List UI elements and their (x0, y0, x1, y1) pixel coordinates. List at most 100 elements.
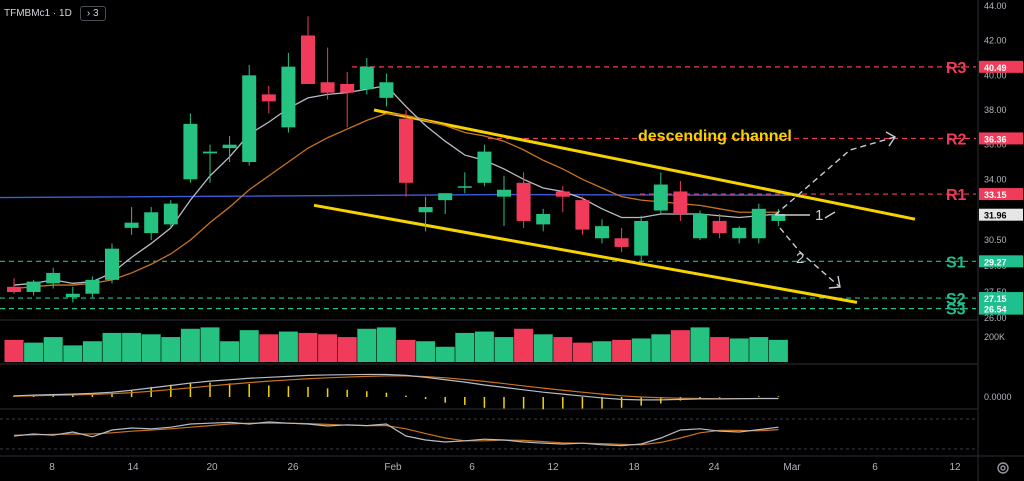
candle-body (673, 191, 688, 214)
time-tick-label: 24 (708, 462, 720, 473)
price-tick-label: 27.50 (984, 287, 1007, 297)
oscillator-axis-label: 0.0000 (984, 392, 1012, 402)
candle-body (340, 84, 355, 93)
candle-body (732, 227, 747, 239)
candle-body (144, 212, 159, 234)
candle-body (7, 286, 21, 292)
volume-bar (768, 339, 788, 362)
time-tick-label: 14 (127, 462, 139, 473)
volume-bar (592, 341, 612, 362)
oscillator2-d-line (13, 422, 779, 446)
candle-body (26, 281, 41, 292)
candle-body (634, 220, 649, 256)
candle-body (712, 220, 727, 234)
chevron-right-icon: › (86, 8, 91, 19)
time-tick-label: 20 (206, 462, 218, 473)
candle-body (359, 66, 374, 90)
volume-bar (357, 328, 377, 362)
channel-upper-line (373, 108, 916, 221)
volume-bar (494, 337, 514, 362)
volume-bar (690, 327, 710, 362)
candle-body (399, 118, 413, 183)
volume-bar (435, 346, 455, 362)
time-tick-label: Mar (783, 462, 801, 473)
volume-bar (63, 345, 83, 362)
candle-body (105, 248, 119, 280)
level-price-tag (979, 302, 1023, 315)
oscillator-slow-line (13, 375, 779, 400)
time-tick-label: 8 (49, 462, 55, 473)
level-price-label: 33.15 (984, 190, 1007, 200)
candle-body (65, 293, 80, 298)
oscillator2-k-line (13, 421, 779, 447)
price-tick-label: 34.00 (984, 174, 1007, 184)
candle-body (516, 182, 531, 221)
ma-fast-line (13, 85, 779, 286)
indicator-count: 3 (92, 8, 99, 19)
time-tick-label: 12 (949, 462, 961, 473)
volume-bar (474, 331, 494, 362)
channel-annotation: descending channel (638, 128, 792, 145)
symbol-interval[interactable]: TFMBMc1 · 1D (4, 8, 72, 19)
level-name-s1: S1 (946, 254, 966, 271)
ma-slow-line (13, 112, 779, 290)
candle-body (418, 207, 433, 213)
price-tick-label: 36.00 (984, 140, 1007, 150)
symbol-name[interactable]: TFMBMc1 (4, 8, 51, 19)
candle-body (595, 226, 609, 239)
level-price-label: 26.54 (984, 305, 1007, 315)
volume-bar (102, 332, 122, 362)
volume-bar (337, 337, 357, 362)
level-name-s2: S2 (946, 291, 966, 308)
volume-bar (749, 337, 769, 362)
gear-icon[interactable] (996, 461, 1010, 475)
volume-bar (455, 332, 475, 362)
header-separator: · (52, 8, 57, 19)
level-price-tag (979, 188, 1023, 201)
volume-bar (239, 330, 259, 362)
level-name-r3: R3 (946, 60, 967, 77)
time-tick-label: 6 (872, 462, 878, 473)
level-price-tag (979, 132, 1023, 145)
scenario-label: 2 (796, 250, 804, 267)
candle-body (203, 151, 217, 154)
time-tick-label: 26 (287, 462, 299, 473)
volume-bar (376, 327, 396, 362)
current-price-label: 31.96 (984, 211, 1007, 221)
candle-body (281, 66, 296, 128)
scenario-label: 1 (815, 207, 823, 224)
candle-body (222, 144, 237, 149)
volume-bar (200, 327, 220, 362)
ma-long-line (0, 193, 791, 199)
candle-body (477, 151, 492, 183)
candle-body (457, 186, 472, 188)
candle-body (693, 214, 707, 239)
time-tick-label: Feb (384, 462, 402, 473)
level-name-s3: S3 (946, 302, 966, 319)
candle-body (85, 279, 100, 294)
candle-body (653, 184, 668, 211)
price-tick-label: 44.00 (984, 1, 1007, 11)
volume-bar (141, 334, 161, 362)
volume-bar (572, 342, 592, 362)
volume-bar (533, 334, 553, 362)
indicators-toggle-button[interactable]: › 3 (79, 6, 106, 21)
interval-label[interactable]: 1D (59, 8, 72, 19)
level-price-label: 36.36 (984, 134, 1007, 144)
candle-body (614, 238, 629, 247)
price-tick-label: 40.00 (984, 70, 1007, 80)
scenario-arrow-flat-tail (824, 211, 836, 219)
volume-bar (318, 334, 338, 362)
volume-bar (396, 339, 416, 362)
volume-bar (259, 334, 279, 362)
candle-body (771, 214, 786, 221)
scenario-arrowhead (885, 131, 897, 147)
volume-bar (43, 337, 63, 362)
candle-body (555, 191, 570, 197)
scenario-arrowhead (828, 275, 841, 289)
candle-body (242, 75, 257, 162)
volume-bar (4, 339, 24, 362)
candle-body (575, 200, 590, 230)
candle-body (751, 208, 766, 239)
